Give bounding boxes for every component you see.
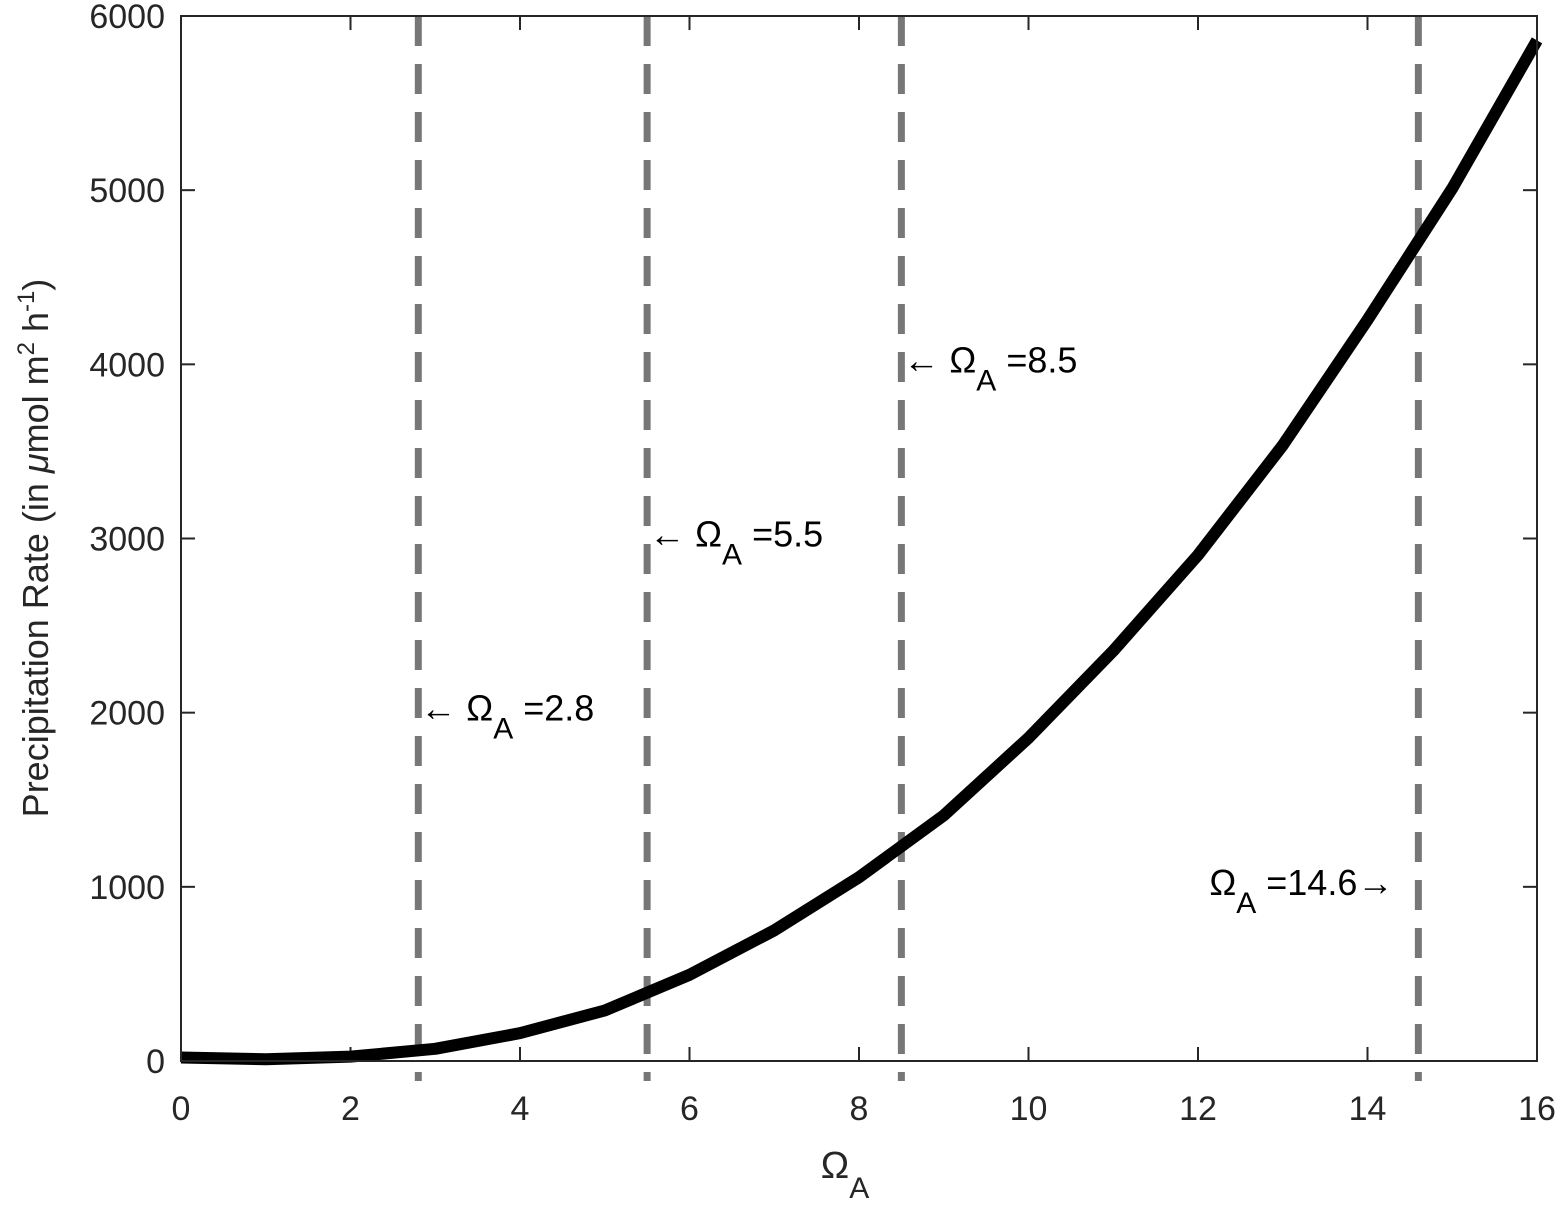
y-label-part: mol m — [15, 355, 56, 453]
y-axis-label: Precipitation Rate (in μmol m2 h-1) — [13, 279, 56, 818]
annotation-rest: =5.5 — [742, 514, 823, 555]
x-tick-label: 14 — [1349, 1090, 1387, 1128]
x-label-part: A — [849, 1172, 869, 1205]
y-tick-label: 4000 — [89, 346, 165, 384]
annotation: ← ΩA =2.8 — [420, 688, 594, 746]
annotation: ΩA =14.6→ — [1209, 862, 1393, 920]
annotation-text: ← Ω — [649, 514, 722, 555]
annotation-sub: A — [976, 364, 996, 397]
annotation-sub: A — [493, 713, 513, 746]
annotation-sub: A — [1236, 887, 1256, 920]
annotation-text: ← Ω — [420, 688, 493, 729]
y-tick-label: 3000 — [89, 521, 165, 559]
annotation-rest: =2.8 — [513, 688, 594, 729]
data-line — [180, 37, 1543, 1066]
y-tick-label: 2000 — [89, 695, 165, 733]
y-tick-label: 5000 — [89, 172, 165, 210]
annotation: ← ΩA =5.5 — [649, 514, 823, 572]
y-tick-label: 6000 — [89, 0, 165, 36]
annotation-text: ← Ω — [903, 339, 976, 380]
x-tick-label: 0 — [172, 1090, 191, 1128]
annotation: ← ΩA =8.5 — [903, 339, 1077, 397]
x-tick-label: 8 — [850, 1090, 869, 1128]
x-tick-label: 6 — [680, 1090, 699, 1128]
x-tick-label: 10 — [1010, 1090, 1048, 1128]
x-tick-label: 4 — [511, 1090, 530, 1128]
y-label-part: ) — [15, 279, 56, 291]
y-tick-label: 1000 — [89, 869, 165, 907]
x-label-part: Ω — [821, 1145, 849, 1187]
y-label-part: Precipitation Rate (in — [15, 473, 56, 817]
x-tick-label: 16 — [1518, 1090, 1556, 1128]
y-tick-label: 0 — [146, 1043, 165, 1081]
y-label-part: 2 — [13, 342, 40, 355]
x-axis-label: ΩA — [821, 1145, 869, 1205]
y-label-part: -1 — [13, 291, 40, 312]
y-label-part: h — [15, 312, 56, 342]
y-label-part: μ — [15, 453, 56, 474]
annotation-text: Ω — [1209, 862, 1236, 903]
annotation-sub: A — [722, 539, 742, 572]
x-tick-label: 12 — [1179, 1090, 1217, 1128]
x-tick-label: 2 — [341, 1090, 360, 1128]
plot-frame — [180, 15, 1538, 1062]
annotation-rest: =8.5 — [996, 339, 1077, 380]
annotation-rest: =14.6→ — [1256, 862, 1393, 903]
